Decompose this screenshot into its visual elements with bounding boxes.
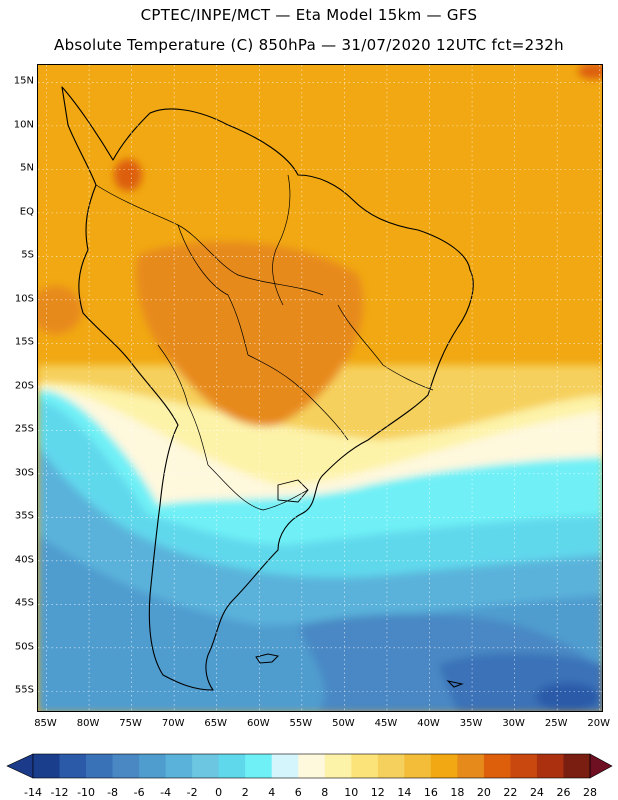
lat-label: 15N [13,75,34,87]
country-borders [95,174,434,511]
colorbar-outline [32,753,591,779]
colorbar-segment [245,754,273,778]
lon-label: 75W [119,718,142,729]
colorbar-segment [165,754,193,778]
lat-label: 5S [21,249,34,261]
colorbar-segment [563,754,591,778]
colorbar-tick-label: 4 [268,786,276,799]
colorbar-segment [139,754,167,778]
colorbar-over-arrow [589,753,613,779]
colorbar [6,753,613,779]
temperature-map[interactable] [37,64,603,712]
colorbar-segment [324,754,352,778]
lat-label: EQ [19,206,34,218]
lon-label: 65W [204,718,228,729]
cold-core [536,683,600,711]
chart-title-line2: Absolute Temperature (C) 850hPa — 31/07/… [54,36,564,54]
colorbar-under-arrow [6,753,34,779]
lon-label: 70W [161,718,185,729]
colorbar-tick-label: -4 [160,786,172,799]
lon-label: 40W [417,718,440,729]
lat-label: 45S [14,597,34,609]
colorbar-tick-label: 20 [476,786,491,799]
falkland-islands [255,653,280,664]
colorbar-tick-label: 16 [423,786,438,799]
colorbar-segment [218,754,246,778]
colorbar-segment [377,754,405,778]
colorbar-tick-label: 24 [529,786,544,799]
colorbar-segment [33,754,60,778]
colorbar-segment [298,754,326,778]
lat-label: 40S [14,554,34,566]
colorbar-segment [457,754,485,778]
colorbar-tick-label: 28 [583,786,597,799]
colorbar-segment [510,754,538,778]
lon-label: 60W [246,718,270,729]
colorbar-segment [430,754,458,778]
temperature-field [38,65,602,711]
colorbar-tick-label: 10 [344,786,359,799]
warm-colombia [114,159,142,191]
colorbar-tick-label: -2 [186,786,198,799]
lon-label: 50W [332,718,355,729]
colorbar-segment [271,754,299,778]
colorbar-tick-label: 22 [503,786,518,799]
lat-label: 35S [14,510,34,522]
lon-label: 45W [374,718,398,729]
colorbar-segment [483,754,511,778]
graticule [38,65,602,711]
warm-interior [136,241,364,427]
lon-label: 20W [587,718,611,729]
colorbar-segment [112,754,140,778]
colorbar-tick-label: 26 [556,786,571,799]
lat-label: 30S [14,467,34,479]
lat-label: 10N [13,119,34,131]
lagoa-dos-patos [277,479,309,503]
colorbar-segment [351,754,379,778]
colorbar-segment [59,754,87,778]
colorbar-segment [404,754,432,778]
colorbar-tick-label: -14 [24,786,42,799]
lat-label: 55S [14,684,34,696]
lat-label: 50S [14,641,34,653]
colorbar-tick-label: 6 [294,786,302,799]
colorbar-tick-label: -12 [50,786,69,799]
lon-label: 85W [34,718,57,729]
lon-label: 35W [459,718,483,729]
warm-north-corner [578,65,602,79]
lat-label: 25S [14,423,34,435]
lat-label: 10S [14,293,34,305]
colorbar-segment [86,754,113,778]
colorbar-tick-label: 2 [241,786,249,799]
chart-title-line1: CPTEC/INPE/MCT — Eta Model 15km — GFS [140,6,478,24]
lon-label: 80W [76,718,100,729]
lon-label: 25W [544,718,568,729]
lat-label: 5N [20,162,34,174]
colorbar-tick-label: -10 [77,786,96,799]
colorbar-tick-label: 18 [450,786,465,799]
warm-peru-coast [38,286,82,334]
colorbar-tick-label: 14 [397,786,412,799]
lat-label: 15S [14,336,34,348]
colorbar-tick-label: 0 [215,786,223,799]
lon-label: 55W [289,718,313,729]
colorbar-tick-label: -6 [133,786,145,799]
south-america-outline [61,86,474,691]
colorbar-tick-label: -8 [107,786,119,799]
lat-label: 20S [14,380,34,392]
colorbar-segment [192,754,220,778]
south-georgia [446,680,464,688]
colorbar-segment [536,754,564,778]
lon-label: 30W [502,718,525,729]
colorbar-tick-label: 8 [321,786,329,799]
colorbar-tick-label: 12 [370,786,385,799]
